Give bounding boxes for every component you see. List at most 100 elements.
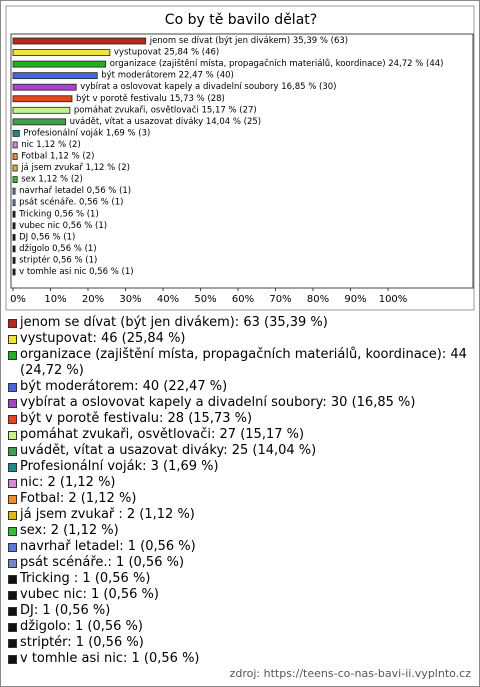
x-tick-label: 40% bbox=[157, 294, 179, 305]
x-tick-label: 10% bbox=[44, 294, 66, 305]
legend-swatch bbox=[8, 479, 17, 488]
legend-item: vystupovat: 46 (25,84 %) bbox=[7, 331, 473, 347]
legend-item: uvádět, vítat a usazovat diváky: 25 (14,… bbox=[7, 443, 473, 459]
bar-label: být moderátorem 22,47 % (40) bbox=[101, 71, 234, 81]
legend-item: Profesionální voják: 3 (1,69 %) bbox=[7, 459, 473, 475]
legend-label: sex: 2 (1,12 %) bbox=[20, 523, 119, 538]
legend-swatch bbox=[8, 495, 17, 504]
bar bbox=[12, 37, 147, 45]
chart: Co by tě bavilo dělat? 0% 10% 20% 30% 40% 50%… bbox=[5, 5, 475, 311]
legend-swatch bbox=[8, 335, 17, 344]
bar-label: vybírat a oslovovat kapely a divadelní s… bbox=[80, 82, 336, 92]
legend-swatch bbox=[8, 559, 17, 568]
bar-label: psát scénáře. 0,56 % (1) bbox=[19, 197, 123, 208]
legend-label: uvádět, vítat a usazovat diváky: 25 (14,… bbox=[20, 443, 317, 458]
legend-swatch bbox=[8, 399, 17, 408]
bar bbox=[12, 222, 16, 230]
bar bbox=[12, 199, 16, 207]
legend-item: vubec nic: 1 (0,56 %) bbox=[7, 587, 473, 603]
legend-swatch bbox=[8, 607, 17, 616]
bar-label: DJ 0,56 % (1) bbox=[19, 232, 75, 242]
bar-label: striptér 0,56 % (1) bbox=[19, 254, 97, 265]
legend-swatch bbox=[8, 463, 17, 472]
legend-item: Fotbal: 2 (1,12 %) bbox=[7, 491, 473, 507]
legend-swatch bbox=[8, 351, 17, 360]
bar bbox=[12, 176, 18, 184]
bar bbox=[12, 257, 16, 264]
legend-item: striptér: 1 (0,56 %) bbox=[7, 635, 473, 651]
legend-item: jenom se dívat (být jen divákem): 63 (35… bbox=[7, 315, 473, 331]
x-tick-label: 20% bbox=[82, 294, 104, 305]
x-tick-label: 80% bbox=[307, 294, 329, 305]
legend-item: DJ: 1 (0,56 %) bbox=[7, 603, 473, 619]
legend-label: psát scénáře.: 1 (0,56 %) bbox=[20, 555, 185, 570]
legend-swatch bbox=[8, 431, 17, 440]
x-tick-label: 100% bbox=[379, 294, 408, 305]
bar bbox=[12, 83, 77, 91]
bar-label: sex 1,12 % (2) bbox=[21, 175, 83, 185]
legend-label: pomáhat zvukaři, osvětlovači: 27 (15,17 … bbox=[20, 427, 305, 442]
bar bbox=[12, 245, 16, 253]
legend-label: vystupovat: 46 (25,84 %) bbox=[20, 331, 186, 346]
legend-swatch bbox=[8, 639, 17, 648]
x-tick-label: 0% bbox=[10, 294, 26, 305]
legend-item: navrhař letadel: 1 (0,56 %) bbox=[7, 539, 473, 555]
bar bbox=[12, 233, 16, 241]
bar-label: Tricking 0,56 % (1) bbox=[18, 209, 99, 219]
source: zdroj: https://teens-co-nas-bavi-ii.vypl… bbox=[229, 667, 471, 680]
legend: jenom se dívat (být jen divákem): 63 (35… bbox=[7, 315, 473, 667]
legend-item: nic: 2 (1,12 %) bbox=[7, 475, 473, 491]
legend-label: jenom se dívat (být jen divákem): 63 (35… bbox=[20, 315, 328, 330]
bar-label: být v porotě festivalu 15,73 % (28) bbox=[76, 94, 225, 104]
bar-label: já jsem zvukař 1,12 % (2) bbox=[20, 163, 130, 173]
bar-label: vystupovat 25,84 % (46) bbox=[114, 48, 219, 58]
bar-label: organizace (zajištění místa, propagačníc… bbox=[110, 58, 444, 69]
bar-label: navrhař letadel 0,56 % (1) bbox=[19, 186, 131, 196]
legend-label: Profesionální voják: 3 (1,69 %) bbox=[20, 459, 219, 474]
bar-label: uvádět, vítat a usazovat diváky 14,04 % … bbox=[70, 117, 261, 127]
legend-label: Tricking : 1 (0,56 %) bbox=[20, 571, 151, 586]
legend-item: já jsem zvukař : 2 (1,12 %) bbox=[7, 507, 473, 523]
x-tick-label: 90% bbox=[344, 294, 366, 305]
legend-item: džigolo: 1 (0,56 %) bbox=[7, 619, 473, 635]
legend-label: organizace (zajištění místa, propagačníc… bbox=[20, 347, 467, 378]
legend-label: být moderátorem: 40 (22,47 %) bbox=[20, 379, 228, 394]
bar bbox=[12, 141, 18, 149]
legend-swatch bbox=[8, 591, 17, 600]
bar-label: vubec nic 0,56 % (1) bbox=[19, 221, 107, 231]
x-tick-label: 30% bbox=[119, 294, 141, 305]
legend-item: být v porotě festivalu: 28 (15,73 %) bbox=[7, 411, 473, 427]
bar bbox=[12, 72, 98, 80]
bar bbox=[12, 129, 20, 137]
legend-label: v tomhle asi nic: 1 (0,56 %) bbox=[20, 651, 200, 666]
bar-label: džigolo 0,56 % (1) bbox=[19, 244, 97, 254]
chart-title: Co by tě bavilo dělat? bbox=[165, 12, 317, 28]
legend-label: být v porotě festivalu: 28 (15,73 %) bbox=[20, 411, 253, 426]
bar bbox=[12, 106, 71, 114]
legend-item: Tricking : 1 (0,56 %) bbox=[7, 571, 473, 587]
legend-label: vybírat a oslovovat kapely a divadelní s… bbox=[20, 395, 416, 410]
legend-label: vubec nic: 1 (0,56 %) bbox=[20, 587, 159, 602]
legend-swatch bbox=[8, 575, 17, 584]
legend-item: sex: 2 (1,12 %) bbox=[7, 523, 473, 539]
legend-item: vybírat a oslovovat kapely a divadelní s… bbox=[7, 395, 473, 411]
bar bbox=[12, 49, 111, 56]
legend-swatch bbox=[8, 623, 17, 632]
legend-label: navrhař letadel: 1 (0,56 %) bbox=[20, 539, 196, 554]
bar-label: Fotbal 1,12 % (2) bbox=[21, 152, 94, 162]
x-tick-label: 70% bbox=[269, 294, 291, 305]
legend-item: v tomhle asi nic: 1 (0,56 %) bbox=[7, 651, 473, 667]
bar bbox=[12, 153, 18, 160]
bar-label: Profesionální voják 1,69 % (3) bbox=[23, 128, 150, 138]
bar bbox=[12, 95, 73, 103]
chart-frame bbox=[5, 5, 475, 311]
legend-label: DJ: 1 (0,56 %) bbox=[20, 603, 111, 618]
plot-frame bbox=[10, 33, 474, 289]
legend-label: nic: 2 (1,12 %) bbox=[20, 475, 116, 490]
bar-label: v tomhle asi nic 0,56 % (1) bbox=[19, 267, 134, 277]
bar-label: pomáhat zvukaři, osvětlovači 15,17 % (27… bbox=[74, 104, 257, 115]
x-tick-label: 60% bbox=[232, 294, 254, 305]
legend-label: džigolo: 1 (0,56 %) bbox=[20, 619, 143, 634]
legend-item: organizace (zajištění místa, propagačníc… bbox=[7, 347, 473, 379]
